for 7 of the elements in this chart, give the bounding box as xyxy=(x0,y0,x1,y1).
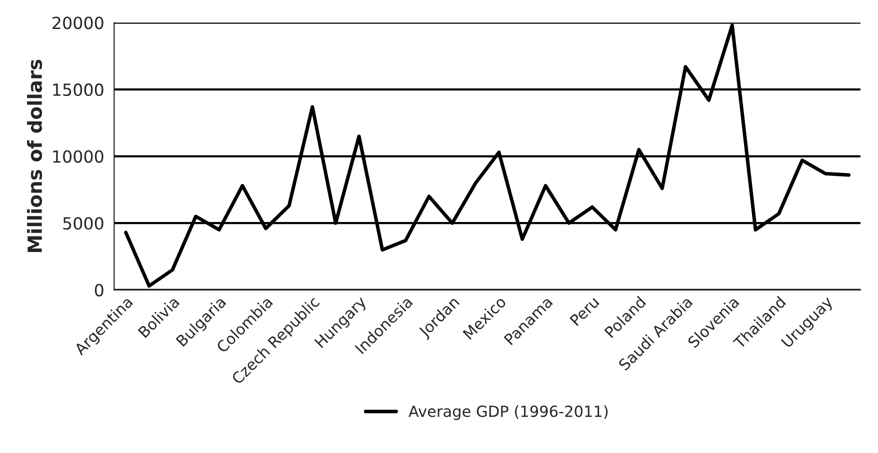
y-axis-title: Millions of dollars xyxy=(27,60,42,252)
y-tick-label: 5000 xyxy=(63,217,104,230)
legend-label: Average GDP (1996-2011) xyxy=(408,405,608,420)
y-tick-label: 10000 xyxy=(53,150,104,163)
y-tick-label: 20000 xyxy=(52,16,104,30)
y-tick-label: 0 xyxy=(94,284,104,296)
y-tick-label: 15000 xyxy=(53,83,104,96)
